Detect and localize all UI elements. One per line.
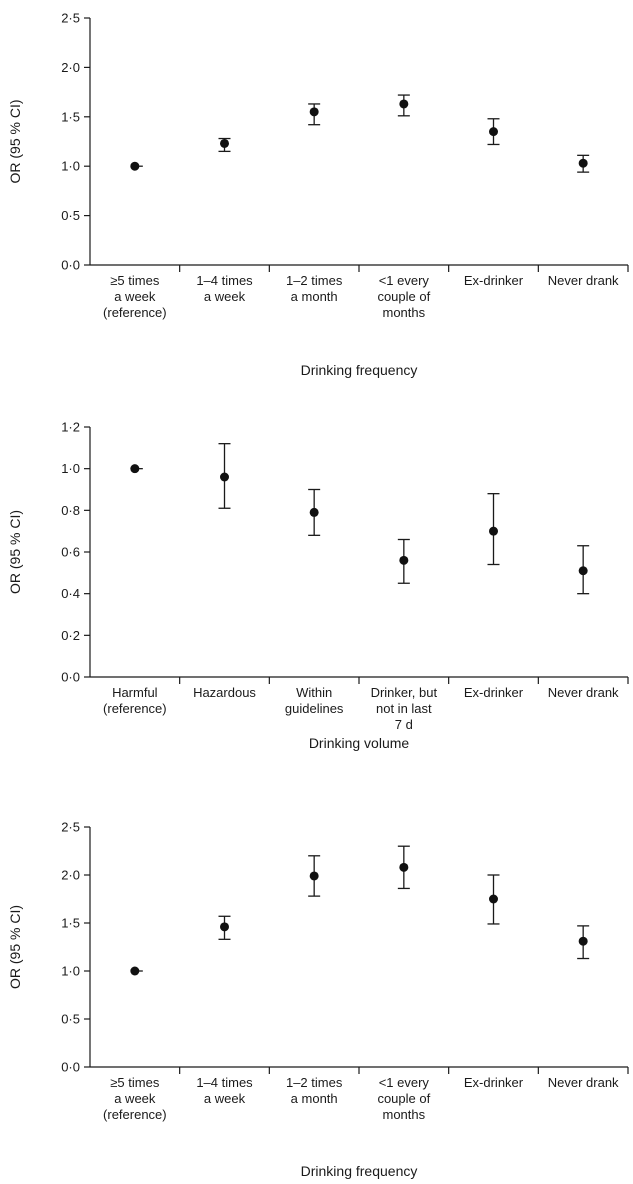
- chart-1-y-tick-label: 1·0: [61, 159, 80, 174]
- chart-2-category-label: Never drank: [548, 685, 619, 700]
- chart-1-category-label: 1–4 times a week: [196, 273, 253, 304]
- chart-3-y-axis-title: OR (95 % CI): [7, 905, 23, 989]
- chart-1-data-point: [220, 138, 229, 148]
- chart-1-data-point: [399, 99, 409, 109]
- chart-3-y-tick-label: 1·5: [61, 916, 80, 931]
- chart-1-y-tick-label: 0·0: [61, 258, 80, 273]
- chart-3-data-point: [578, 936, 588, 946]
- chart-2-y-tick-label: 0·4: [61, 586, 80, 601]
- chart-2-category-label: Hazardous: [193, 685, 256, 700]
- chart-2-y-tick-label: 0·8: [61, 503, 80, 518]
- chart-3-y-tick-label: 0·5: [61, 1012, 80, 1027]
- chart-3-y-tick-label: 2·0: [61, 868, 80, 883]
- chart-2-data-point: [489, 526, 498, 536]
- chart-3-category-label: 1–4 times a week: [196, 1075, 253, 1106]
- chart-1-category-label: 1–2 times a month: [286, 273, 343, 304]
- chart-1-category-label: <1 every couple of months: [377, 273, 430, 320]
- chart-2-y-tick-label: 0·2: [61, 628, 80, 643]
- chart-panel-1: 0·0 0·5 1·0 1·5 2·0 2·5 ≥5 times a week (referen…: [0, 0, 633, 390]
- chart-1-data-point: [309, 107, 319, 117]
- chart-2-data-point: [578, 566, 588, 576]
- chart-2-category-label: Within guidelines: [285, 685, 344, 716]
- chart-1-data-point: [130, 161, 140, 171]
- chart-3-category-label: <1 every couple of months: [377, 1075, 430, 1122]
- chart-1-svg: 0·0 0·5 1·0 1·5 2·0 2·5 ≥5 times a week (referen…: [7, 11, 629, 378]
- chart-1-category-label: Never drank: [548, 273, 619, 288]
- chart-2-data-point: [309, 507, 319, 517]
- chart-3-data-point: [399, 862, 409, 872]
- chart-3-y-tick-label: 0·0: [61, 1060, 80, 1075]
- chart-2-y-tick-label: 0·0: [61, 670, 80, 685]
- chart-3-svg: 0·0 0·5 1·0 1·5 2·0 2·5 ≥5 times a week (referen…: [7, 820, 629, 1179]
- chart-3-x-axis-title: Drinking frequency: [301, 1163, 418, 1179]
- chart-3-data-point: [309, 871, 319, 881]
- chart-panel-3: 0·0 0·5 1·0 1·5 2·0 2·5 ≥5 times a week (referen…: [0, 800, 633, 1184]
- chart-1-y-axis-title: OR (95 % CI): [7, 99, 23, 183]
- chart-2-y-tick-label: 1·0: [61, 461, 80, 476]
- chart-2-svg: 0·0 0·2 0·4 0·6 0·8 1·0 1·2 Harmful (reference) H…: [7, 420, 629, 751]
- chart-3-category-label: Ex-drinker: [464, 1075, 524, 1090]
- chart-1-category-label: Ex-drinker: [464, 273, 524, 288]
- chart-1-data-point: [578, 158, 588, 168]
- chart-2-y-tick-label: 1·2: [61, 420, 80, 435]
- chart-2-data-point: [130, 464, 140, 474]
- chart-3-data-point: [489, 894, 498, 904]
- chart-panel-2: 0·0 0·2 0·4 0·6 0·8 1·0 1·2 Harmful (reference) H…: [0, 400, 633, 790]
- chart-2-y-tick-label: 0·6: [61, 545, 80, 560]
- chart-1-x-axis-title: Drinking frequency: [301, 362, 418, 378]
- chart-3-data-point: [220, 922, 229, 932]
- chart-3-y-tick-label: 1·0: [61, 964, 80, 979]
- chart-1-y-tick-label: 2·5: [61, 11, 80, 26]
- chart-3-category-label: ≥5 times a week (reference): [103, 1075, 167, 1122]
- chart-3-category-label: 1–2 times a month: [286, 1075, 343, 1106]
- chart-2-category-label: Ex-drinker: [464, 685, 524, 700]
- chart-2-x-axis-title: Drinking volume: [309, 735, 410, 751]
- chart-1-y-tick-label: 0·5: [61, 208, 80, 223]
- chart-2-data-point: [399, 555, 409, 565]
- chart-1-y-tick-label: 2·0: [61, 60, 80, 75]
- chart-2-data-point: [220, 472, 229, 482]
- chart-2-category-label: Drinker, but not in last 7 d: [371, 685, 438, 732]
- chart-1-category-label: ≥5 times a week (reference): [103, 273, 167, 320]
- chart-2-category-label: Harmful (reference): [103, 685, 167, 716]
- chart-1-data-point: [489, 127, 498, 137]
- chart-2-y-axis-title: OR (95 % CI): [7, 510, 23, 594]
- chart-3-data-point: [130, 966, 140, 976]
- chart-3-category-label: Never drank: [548, 1075, 619, 1090]
- chart-3-y-tick-label: 2·5: [61, 820, 80, 835]
- chart-1-y-tick-label: 1·5: [61, 109, 80, 124]
